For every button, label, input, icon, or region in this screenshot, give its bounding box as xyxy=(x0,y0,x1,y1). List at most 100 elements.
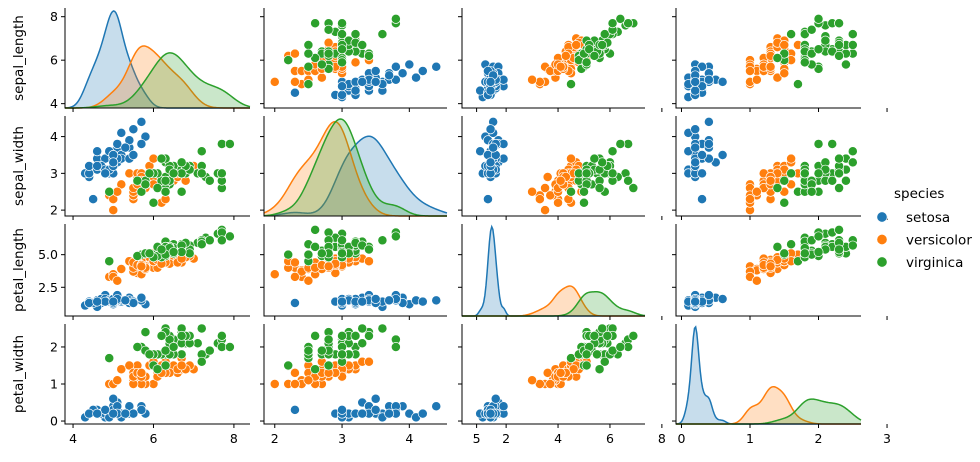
point-setosa xyxy=(112,138,123,149)
point-versicolor xyxy=(527,74,538,85)
point-virginica xyxy=(303,79,314,90)
x-tick-label: 1 xyxy=(746,431,754,446)
point-virginica xyxy=(144,168,155,179)
point-virginica xyxy=(799,248,810,259)
point-virginica xyxy=(156,244,167,255)
point-virginica xyxy=(813,231,824,242)
point-virginica xyxy=(216,235,227,246)
point-versicolor xyxy=(116,264,127,274)
point-versicolor xyxy=(571,40,582,50)
panel-petal_width-vs-petal_width: 0 1 2 3 xyxy=(672,324,891,446)
point-virginica xyxy=(786,239,797,250)
point-virginica xyxy=(589,153,600,164)
point-versicolor xyxy=(364,256,374,267)
point-virginica xyxy=(132,175,143,186)
kde-fill-virginica-petal_width xyxy=(676,399,861,424)
legend-label-versicolor: versicolor xyxy=(906,232,972,248)
point-setosa xyxy=(498,401,509,412)
point-setosa xyxy=(384,408,395,419)
point-virginica xyxy=(160,345,171,356)
point-virginica xyxy=(566,186,576,197)
point-virginica xyxy=(152,364,163,375)
point-setosa xyxy=(417,296,428,307)
point-virginica xyxy=(160,360,171,371)
point-setosa xyxy=(431,401,442,412)
y-tick-label: 2.5 xyxy=(38,280,58,295)
point-setosa xyxy=(485,76,496,87)
point-virginica xyxy=(786,168,797,179)
point-setosa xyxy=(690,76,701,87)
point-versicolor xyxy=(116,364,127,375)
point-virginica xyxy=(184,248,195,259)
point-setosa xyxy=(717,150,728,160)
point-virginica xyxy=(148,197,159,208)
point-virginica xyxy=(834,153,845,164)
point-virginica xyxy=(176,157,187,168)
point-setosa xyxy=(337,81,347,92)
point-versicolor xyxy=(350,57,361,68)
point-virginica xyxy=(196,146,207,157)
point-virginica xyxy=(584,44,595,55)
point-virginica xyxy=(337,235,347,246)
point-virginica xyxy=(840,175,851,186)
point-virginica xyxy=(176,186,187,197)
point-setosa xyxy=(384,70,395,81)
point-virginica xyxy=(806,186,817,197)
point-versicolor xyxy=(779,68,790,79)
x-tick-label: 2 xyxy=(502,431,510,446)
point-virginica xyxy=(772,183,783,194)
point-setosa xyxy=(120,295,131,306)
point-versicolor xyxy=(765,175,776,186)
point-virginica xyxy=(303,48,314,59)
point-setosa xyxy=(92,296,103,307)
point-virginica xyxy=(323,360,334,371)
y-axis-label-petal_width: petal_width xyxy=(11,335,27,413)
point-virginica xyxy=(594,364,605,375)
point-versicolor xyxy=(136,261,147,272)
point-virginica xyxy=(607,18,618,29)
panel-petal_width-vs-sepal_width: 2 3 4 5 xyxy=(260,323,481,446)
point-setosa xyxy=(290,298,300,308)
panel-sepal_length-vs-sepal_width xyxy=(260,8,478,112)
legend-marker-virginica xyxy=(876,256,888,268)
point-versicolor xyxy=(553,197,563,208)
point-versicolor xyxy=(290,271,300,282)
point-virginica xyxy=(813,138,824,149)
x-tick-label: 6 xyxy=(150,431,158,446)
point-setosa xyxy=(116,127,127,138)
y-tick-label: 2 xyxy=(50,339,58,354)
point-setosa xyxy=(108,157,119,168)
point-virginica xyxy=(303,40,314,50)
point-versicolor xyxy=(555,175,566,186)
point-versicolor xyxy=(540,183,551,194)
y-tick-label: 1 xyxy=(50,377,58,392)
kde-fill-setosa-petal_width xyxy=(676,327,861,424)
point-virginica xyxy=(779,197,790,208)
point-virginica xyxy=(196,168,207,179)
point-setosa xyxy=(690,296,701,307)
panel-sepal_width-vs-petal_width xyxy=(672,116,888,220)
point-setosa xyxy=(370,66,381,76)
point-versicolor xyxy=(112,375,123,386)
point-versicolor xyxy=(545,379,556,389)
point-virginica xyxy=(196,239,207,250)
point-setosa xyxy=(136,292,147,303)
y-axis-label-petal_length: petal_length xyxy=(11,228,27,312)
panel-sepal_width-vs-sepal_width xyxy=(260,116,478,220)
y-axis-label-sepal_width: sepal_width xyxy=(11,126,27,206)
x-tick-label: 3 xyxy=(338,431,346,446)
point-virginica xyxy=(813,13,824,24)
point-setosa xyxy=(717,294,728,304)
point-versicolor xyxy=(786,153,797,164)
kde-fill-virginica-sepal_width xyxy=(264,119,447,216)
point-setosa xyxy=(100,404,111,415)
point-virginica xyxy=(303,345,314,356)
point-virginica xyxy=(834,50,845,61)
point-virginica xyxy=(316,59,327,70)
point-versicolor xyxy=(269,379,280,389)
point-virginica xyxy=(337,29,347,40)
point-virginica xyxy=(390,231,401,242)
panel-sepal_length-vs-sepal_length: 4 6 8 xyxy=(50,8,251,112)
kde-fill-virginica-sepal_length xyxy=(65,52,250,108)
point-setosa xyxy=(128,124,139,135)
